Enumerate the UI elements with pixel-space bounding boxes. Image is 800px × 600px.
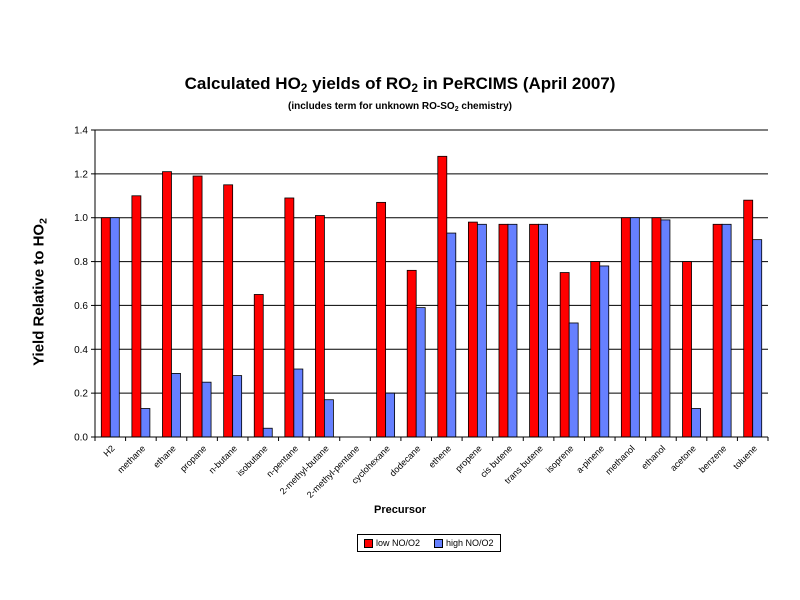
bar-low-18 [651, 217, 662, 438]
x-tick-label: benzene [697, 443, 728, 474]
bar-low-21 [743, 199, 754, 438]
x-tick-label: ethane [151, 443, 178, 470]
bar-high-15 [568, 322, 579, 438]
x-tick-label: 2-methyl-pentane [305, 443, 362, 500]
bar-low-17 [620, 217, 631, 438]
bar-low-20 [712, 223, 723, 438]
x-tick-label: acetone [668, 443, 698, 473]
bar-low-15 [559, 272, 570, 438]
bar-low-2 [162, 171, 172, 438]
bar-high-5 [262, 427, 273, 438]
bar-low-5 [253, 294, 264, 438]
legend-swatch-low [364, 538, 373, 548]
x-tick-label: H2 [101, 443, 116, 458]
bar-high-16 [599, 265, 610, 438]
bar-low-14 [529, 223, 539, 438]
x-tick-label: methanol [603, 443, 636, 476]
legend-label-low: low NO/O2 [376, 538, 421, 548]
bar-high-13 [507, 223, 518, 438]
bar-low-1 [131, 195, 142, 438]
x-tick-label: ethene [427, 443, 454, 470]
legend-swatch-high [434, 538, 444, 548]
bar-high-19 [691, 408, 701, 438]
bar-low-19 [682, 261, 692, 438]
bar-high-18 [660, 219, 671, 438]
bar-high-7 [324, 399, 334, 438]
y-tick-label: 0.4 [74, 345, 88, 356]
y-tick-label: 0.2 [74, 389, 88, 400]
bar-low-0 [100, 217, 111, 438]
bar-low-10 [406, 269, 417, 438]
x-tick-label: a-pinene [574, 443, 606, 475]
x-axis-label: Precursor [374, 504, 426, 516]
bar-high-17 [629, 217, 640, 438]
x-tick-label: ethanol [639, 443, 667, 471]
x-tick-label: isoprene [544, 443, 575, 474]
bar-high-9 [385, 392, 396, 438]
bar-high-4 [232, 375, 243, 438]
bar-high-0 [109, 217, 120, 438]
x-tick-label: methane [115, 443, 147, 475]
bar-low-11 [437, 155, 448, 438]
legend: low NO/O2 high NO/O2 [357, 534, 501, 552]
bar-high-10 [415, 307, 426, 438]
legend-item-high: high NO/O2 [434, 538, 494, 548]
y-tick-label: 1.4 [74, 126, 88, 137]
x-tick-label: propene [453, 443, 483, 473]
bar-low-7 [315, 215, 325, 438]
y-tick-label: 1.0 [74, 213, 88, 224]
legend-label-high: high NO/O2 [446, 538, 494, 548]
bar-low-4 [223, 184, 234, 438]
bar-high-20 [721, 223, 732, 438]
y-tick-label: 0.6 [74, 301, 88, 312]
y-tick-label: 0.8 [74, 257, 88, 268]
x-tick-label: toluene [731, 443, 759, 471]
x-tick-label: propane [178, 443, 208, 473]
bar-high-2 [171, 373, 181, 438]
bar-low-9 [376, 201, 387, 438]
y-tick-label: 1.2 [74, 169, 88, 180]
y-tick-label: 0.0 [74, 433, 88, 444]
bar-high-21 [752, 239, 763, 438]
bar-high-3 [201, 381, 212, 438]
bar-low-12 [467, 221, 478, 438]
bar-low-13 [498, 223, 509, 438]
bar-high-6 [293, 368, 304, 438]
bar-high-12 [476, 223, 487, 438]
bar-high-1 [140, 408, 151, 438]
bar-high-14 [538, 223, 548, 438]
bar-low-3 [192, 175, 203, 438]
chart-subtitle: (includes term for unknown RO-SO2 chemis… [288, 101, 512, 113]
legend-item-low: low NO/O2 [364, 538, 420, 548]
bar-high-11 [446, 232, 457, 438]
chart-title: Calculated HO2 yields of RO2 in PeRCIMS … [184, 74, 616, 95]
bar-low-6 [284, 197, 295, 438]
x-tick-label: dodecane [388, 443, 423, 478]
bar-low-16 [590, 261, 601, 438]
